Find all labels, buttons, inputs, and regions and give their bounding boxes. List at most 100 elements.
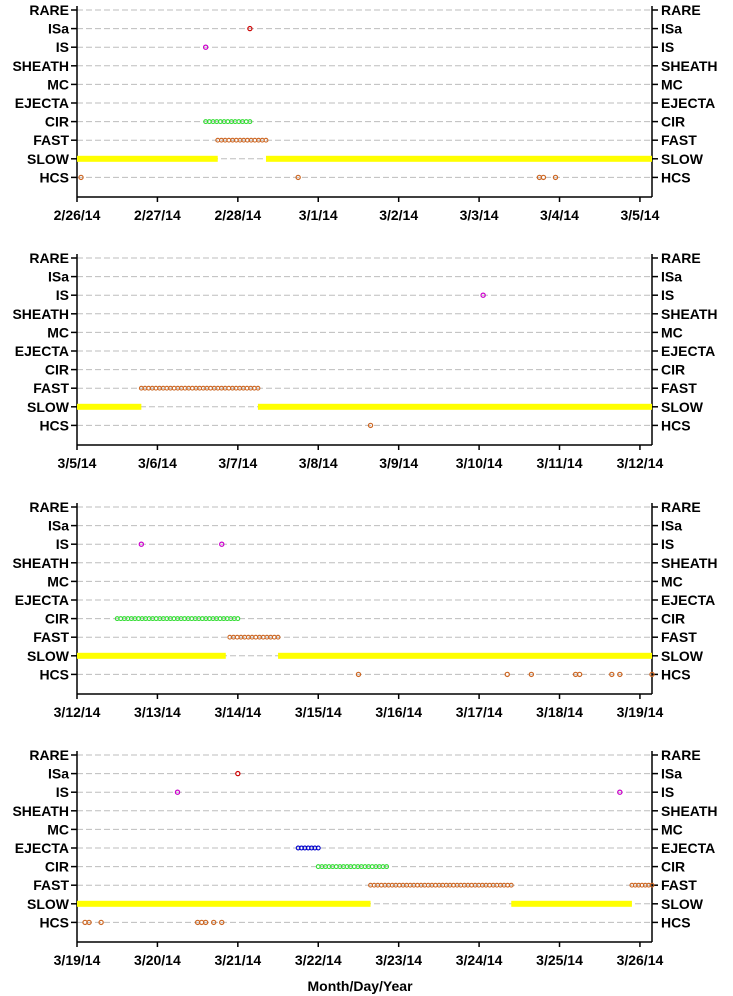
series-hcs-point	[219, 919, 225, 926]
series-slow-band	[257, 403, 652, 410]
x-tick-label: 3/12/14	[617, 455, 664, 471]
series-is-point	[174, 789, 181, 795]
x-tick-label: 3/23/14	[375, 952, 422, 968]
x-tick-label: 3/15/14	[295, 704, 342, 720]
y-tick-label: HCS	[661, 169, 691, 185]
y-tick-label: FAST	[661, 629, 697, 645]
y-tick-label: MC	[661, 573, 683, 589]
y-tick-label: FAST	[33, 380, 69, 396]
series-hcs-point	[98, 919, 104, 926]
y-tick-label: CIR	[661, 611, 685, 627]
x-tick-label: 3/18/14	[536, 704, 583, 720]
x-tick-label: 3/17/14	[456, 704, 503, 720]
series-slow-band	[77, 403, 142, 410]
series-hcs-point	[367, 422, 374, 429]
series-slow-band	[265, 155, 652, 162]
y-tick-label: EJECTA	[15, 840, 69, 856]
x-tick-label: 3/13/14	[134, 704, 181, 720]
y-tick-label: RARE	[661, 2, 701, 18]
x-tick-label: 3/9/14	[379, 455, 418, 471]
y-tick-label: MC	[661, 76, 683, 92]
y-tick-label: SHEATH	[661, 306, 718, 322]
y-tick-label: HCS	[39, 417, 69, 433]
y-tick-label: IS	[56, 784, 69, 800]
series-is-point	[480, 292, 486, 298]
series-fast-point	[255, 385, 261, 391]
x-tick-label: 3/26/14	[617, 952, 664, 968]
y-tick-label: HCS	[39, 914, 69, 930]
series-hcs-point	[211, 919, 217, 926]
y-tick-label: SLOW	[27, 896, 70, 912]
x-tick-label: 3/7/14	[218, 455, 257, 471]
y-tick-label: FAST	[33, 132, 69, 148]
series-slow-band	[511, 900, 632, 907]
series-cir-point	[235, 616, 241, 622]
y-tick-label: MC	[47, 324, 69, 340]
x-tick-label: 3/12/14	[54, 704, 101, 720]
y-tick-label: SHEATH	[12, 306, 69, 322]
y-tick-label: SLOW	[27, 399, 70, 415]
x-tick-label: 3/20/14	[134, 952, 181, 968]
y-tick-label: IS	[661, 287, 674, 303]
x-tick-label: 3/19/14	[617, 704, 664, 720]
series-isa-point	[247, 25, 253, 32]
y-tick-label: CIR	[661, 859, 685, 875]
y-tick-label: IS	[661, 784, 674, 800]
x-tick-label: 3/25/14	[536, 952, 583, 968]
y-tick-label: CIR	[661, 362, 685, 378]
y-tick-label: SHEATH	[661, 58, 718, 74]
series-hcs-point	[552, 174, 559, 181]
series-is-point	[138, 541, 145, 547]
y-tick-label: EJECTA	[15, 343, 69, 359]
y-tick-label: RARE	[29, 2, 69, 18]
y-tick-label: SHEATH	[12, 555, 69, 571]
y-tick-label: SHEATH	[661, 803, 718, 819]
series-cir-point	[247, 119, 253, 125]
x-tick-label: 3/2/14	[379, 207, 418, 223]
y-tick-label: FAST	[661, 132, 697, 148]
series-hcs-point	[78, 174, 84, 181]
series-hcs-point	[649, 671, 655, 678]
y-tick-label: MC	[661, 821, 683, 837]
x-tick-label: 3/11/14	[537, 455, 583, 471]
y-tick-label: HCS	[39, 666, 69, 682]
x-tick-label: 3/16/14	[375, 704, 422, 720]
x-tick-label: 3/5/14	[58, 455, 97, 471]
y-tick-label: EJECTA	[661, 840, 715, 856]
series-is-point	[219, 541, 225, 547]
series-hcs-point	[528, 671, 535, 678]
series-slow-band	[77, 155, 218, 162]
x-tick-label: 3/4/14	[540, 207, 579, 223]
y-tick-label: CIR	[45, 362, 69, 378]
panel-1: RARE RARE ISa ISa IS IS SHEATH SHEATH MC MC EJECTA…	[12, 2, 717, 223]
y-tick-label: IS	[661, 39, 674, 55]
y-tick-label: EJECTA	[661, 592, 715, 608]
y-tick-label: HCS	[661, 417, 691, 433]
y-tick-label: MC	[47, 821, 69, 837]
x-tick-label: 2/26/14	[54, 207, 101, 223]
y-tick-label: SLOW	[661, 399, 704, 415]
y-tick-label: FAST	[33, 877, 69, 893]
y-tick-label: EJECTA	[15, 592, 69, 608]
y-tick-label: ISa	[48, 269, 69, 285]
panel-3: RARE RARE ISa ISa IS IS SHEATH SHEATH MC MC EJECTA…	[12, 499, 717, 720]
y-tick-label: EJECTA	[15, 95, 69, 111]
y-tick-label: RARE	[29, 499, 69, 515]
x-tick-label: 3/8/14	[299, 455, 338, 471]
y-tick-label: SLOW	[661, 896, 704, 912]
series-cir-point	[384, 864, 390, 870]
x-tick-label: 3/3/14	[460, 207, 499, 223]
series-is-point	[202, 44, 209, 50]
x-tick-label: 3/19/14	[54, 952, 101, 968]
y-tick-label: MC	[661, 324, 683, 340]
y-tick-label: CIR	[45, 611, 69, 627]
series-slow-band	[77, 900, 371, 907]
series-ejecta-point	[315, 845, 321, 851]
panel-4: RARE RARE ISa ISa IS IS SHEATH SHEATH MC MC EJECTA…	[12, 747, 717, 968]
x-tick-label: 3/24/14	[456, 952, 503, 968]
series-fast-point	[275, 634, 281, 640]
y-tick-label: SLOW	[661, 648, 704, 664]
y-tick-label: FAST	[661, 877, 697, 893]
series-hcs-point	[355, 671, 362, 678]
series-hcs-point	[540, 174, 547, 181]
